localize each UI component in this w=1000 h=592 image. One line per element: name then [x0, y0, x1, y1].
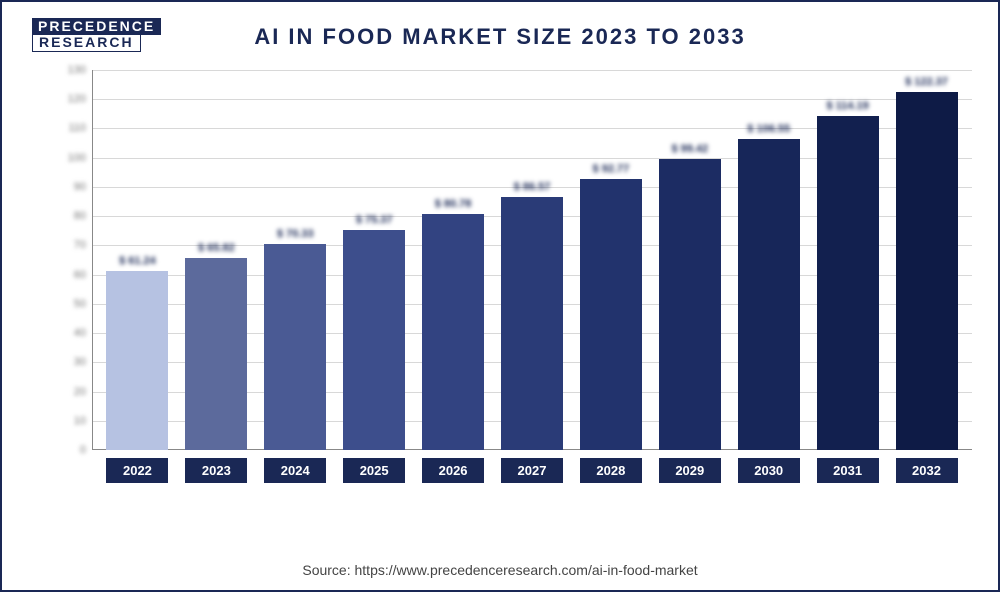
y-tick-label: 10	[62, 415, 86, 427]
bar-value-label: $ 61.24	[119, 255, 156, 267]
x-axis-label: 2032	[896, 458, 958, 483]
x-axis-label: 2026	[422, 458, 484, 483]
bar	[343, 230, 405, 450]
y-tick-label: 50	[62, 298, 86, 310]
bar-value-label: $ 70.33	[277, 228, 314, 240]
y-tick-label: 110	[62, 122, 86, 134]
bar	[422, 214, 484, 450]
bar-value-label: $ 99.42	[671, 143, 708, 155]
logo-line1: PRECEDENCE	[32, 18, 161, 35]
y-tick-label: 120	[62, 93, 86, 105]
bar-wrap: $ 114.19	[812, 100, 883, 450]
source-text: Source: https://www.precedenceresearch.c…	[2, 562, 998, 578]
bar	[185, 258, 247, 450]
chart-area: $ 61.24 $ 65.82 $ 70.33 $ 75.37 $ 80.78 $ 86.…	[62, 60, 982, 500]
bar-wrap: $ 122.37	[891, 76, 962, 450]
bar	[896, 92, 958, 450]
bar-wrap: $ 65.82	[181, 242, 252, 450]
bar	[264, 244, 326, 450]
y-tick-label: 90	[62, 181, 86, 193]
chart-container: PRECEDENCE RESEARCH AI IN FOOD MARKET SI…	[0, 0, 1000, 592]
chart-title: AI IN FOOD MARKET SIZE 2023 TO 2033	[22, 24, 978, 50]
x-axis-label: 2022	[106, 458, 168, 483]
bar-wrap: $ 75.37	[339, 214, 410, 450]
bar-value-label: $ 86.57	[514, 181, 551, 193]
y-tick-label: 70	[62, 239, 86, 251]
logo-line2: RESEARCH	[32, 34, 141, 51]
x-axis-label: 2028	[580, 458, 642, 483]
y-tick-label: 20	[62, 386, 86, 398]
y-tick-label: 130	[62, 64, 86, 76]
bar	[501, 197, 563, 450]
y-tick-label: 0	[62, 444, 86, 456]
bar-value-label: $ 114.19	[827, 100, 869, 112]
bar-value-label: $ 75.37	[356, 214, 393, 226]
bar-wrap: $ 92.77	[575, 163, 646, 450]
bars-group: $ 61.24 $ 65.82 $ 70.33 $ 75.37 $ 80.78 $ 86.…	[92, 70, 972, 450]
y-tick-label: 30	[62, 356, 86, 368]
x-axis: 2022 2023 2024 2025 2026 2027 2028 2029 2030 2031…	[92, 458, 972, 483]
bar-value-label: $ 122.37	[905, 76, 948, 88]
bar-wrap: $ 106.55	[733, 123, 804, 450]
bar	[659, 159, 721, 450]
bar-value-label: $ 65.82	[198, 242, 235, 254]
y-tick-label: 80	[62, 210, 86, 222]
bar	[738, 139, 800, 450]
bar-wrap: $ 99.42	[654, 143, 725, 450]
bar-wrap: $ 61.24	[102, 255, 173, 450]
bar-value-label: $ 106.55	[747, 123, 790, 135]
x-axis-label: 2027	[501, 458, 563, 483]
x-axis-label: 2023	[185, 458, 247, 483]
bar-wrap: $ 86.57	[497, 181, 568, 450]
y-tick-label: 60	[62, 269, 86, 281]
x-axis-label: 2024	[264, 458, 326, 483]
bar	[817, 116, 879, 450]
x-axis-label: 2031	[817, 458, 879, 483]
bar	[580, 179, 642, 450]
brand-logo: PRECEDENCE RESEARCH	[32, 18, 161, 52]
x-axis-label: 2029	[659, 458, 721, 483]
bar-wrap: $ 80.78	[418, 198, 489, 450]
bar-wrap: $ 70.33	[260, 228, 331, 450]
bar-value-label: $ 92.77	[593, 163, 630, 175]
y-tick-label: 100	[62, 152, 86, 164]
x-axis-label: 2030	[738, 458, 800, 483]
y-tick-label: 40	[62, 327, 86, 339]
x-axis-label: 2025	[343, 458, 405, 483]
bar	[106, 271, 168, 450]
bar-value-label: $ 80.78	[435, 198, 472, 210]
